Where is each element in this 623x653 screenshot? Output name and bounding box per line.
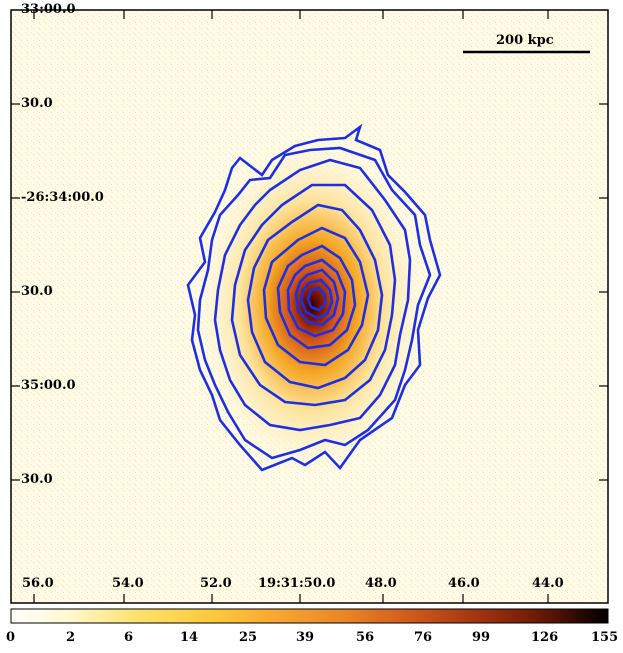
contour-level-11 — [306, 286, 327, 312]
contour-level-2 — [196, 146, 432, 460]
contour-level-10 — [299, 278, 334, 320]
contour-level-8 — [286, 258, 347, 338]
x-tick-label-4: 19:31:50.0 — [258, 576, 336, 591]
colorbar-label-1: 0 — [6, 630, 16, 645]
colorbar-label-9: 99 — [472, 630, 491, 645]
colorbar-label-4: 14 — [180, 630, 199, 645]
x-tick-label-3: 52.0 — [200, 576, 232, 591]
colorbar-label-7: 56 — [356, 630, 375, 645]
colorbar-label-6: 39 — [296, 630, 315, 645]
y-tick-label-1: 33:00.0 — [21, 2, 76, 17]
colorbar-label-11: 155 — [591, 630, 619, 645]
y-tick-label-3: -26:34:00.0 — [21, 190, 104, 205]
contour-level-9 — [294, 268, 340, 327]
colorbar-label-5: 25 — [239, 630, 258, 645]
contour-level-5 — [246, 203, 384, 390]
x-tick-label-6: 46.0 — [448, 576, 480, 591]
y-tick-label-2: 30.0 — [21, 96, 53, 111]
colorbar — [10, 608, 609, 624]
colorbar-label-8: 76 — [414, 630, 433, 645]
image-frame — [10, 9, 609, 604]
x-tick-label-2: 54.0 — [112, 576, 144, 591]
y-tick-label-4: 30.0 — [21, 284, 53, 299]
y-tick-label-5: 35:00.0 — [21, 378, 76, 393]
colorbar-label-10: 126 — [531, 630, 559, 645]
x-tick-label-5: 48.0 — [365, 576, 397, 591]
x-tick-label-1: 56.0 — [22, 576, 54, 591]
contour-level-3 — [213, 158, 412, 432]
contour-level-7 — [276, 244, 357, 350]
colorbar-label-3: 6 — [124, 630, 134, 645]
contour-set — [186, 123, 442, 472]
contour-level-6 — [262, 226, 370, 367]
scalebar-label: 200 kpc — [496, 33, 554, 48]
x-tick-label-7: 44.0 — [532, 576, 564, 591]
colorbar-label-2: 2 — [66, 630, 76, 645]
contour-level-4 — [230, 183, 397, 407]
y-tick-label-6: 30.0 — [21, 472, 53, 487]
axis-ticks — [11, 10, 608, 603]
contour-level-1 — [186, 123, 442, 472]
